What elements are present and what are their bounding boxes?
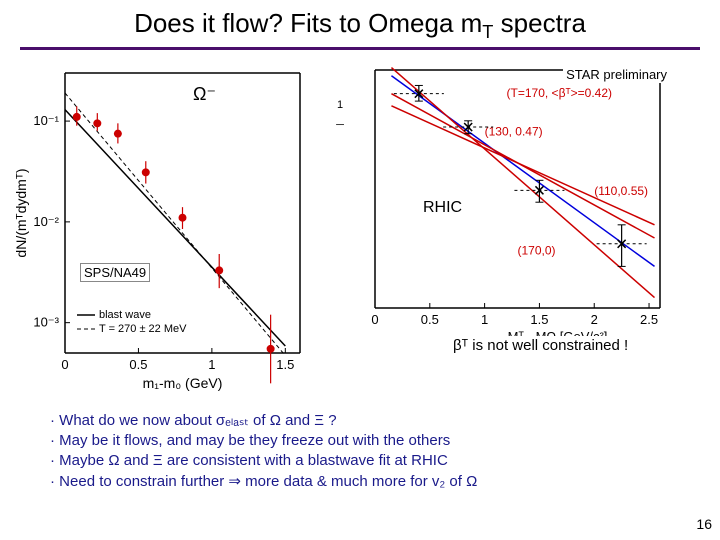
svg-text:10⁻²: 10⁻²: [33, 214, 59, 229]
rhic-label: RHIC: [420, 198, 465, 218]
svg-text:T = 270 ± 22 MeV: T = 270 ± 22 MeV: [99, 323, 187, 335]
svg-text:10⁻³: 10⁻³: [33, 315, 59, 330]
svg-text:dN/(mᵀdydmᵀ): dN/(mᵀdydmᵀ): [13, 169, 29, 258]
svg-text:0.5: 0.5: [129, 357, 147, 372]
page-number: 16: [696, 516, 712, 532]
svg-text:0: 0: [61, 357, 68, 372]
svg-text:10⁻¹: 10⁻¹: [33, 113, 59, 128]
constraint-label: βᵀ is not well constrained !: [450, 336, 631, 355]
svg-text:1: 1: [481, 312, 488, 327]
svg-text:m₁-m₀ (GeV): m₁-m₀ (GeV): [143, 375, 223, 391]
svg-text:blast wave: blast wave: [99, 309, 151, 321]
svg-text:(110,0.55): (110,0.55): [594, 184, 648, 198]
svg-text:1: 1: [208, 357, 215, 372]
svg-text:0.5: 0.5: [421, 312, 439, 327]
svg-text:─: ─: [335, 119, 344, 131]
list-item: Maybe Ω and Ξ are consistent with a blas…: [50, 452, 670, 469]
list-item: Need to constrain further ⇒ more data & …: [50, 472, 670, 490]
left-chart: 0 0.5 1 1.5 10⁻³ 10⁻² 10⁻¹ m₁-m₀ (GeV) dN/(mᵀdyd…: [10, 58, 310, 398]
svg-text:1.5: 1.5: [276, 357, 294, 372]
svg-text:(130, 0.47): (130, 0.47): [485, 124, 543, 138]
omega-label: Ω⁻: [190, 83, 219, 106]
star-label: STAR preliminary: [563, 66, 670, 83]
svg-text:2.5: 2.5: [640, 312, 658, 327]
svg-text:2: 2: [591, 312, 598, 327]
list-item: What do we now about σₑₗₐₛₜ of Ω and Ξ ?: [50, 411, 670, 429]
svg-text:1: 1: [337, 99, 343, 111]
title-underline: [20, 47, 700, 50]
right-chart: 00.511.522.5Mᵀ - MΩ [GeV/c²]1─(T=170, <β…: [320, 58, 700, 358]
svg-text:0: 0: [371, 312, 378, 327]
list-item: May be it flows, and may be they freeze …: [50, 432, 670, 449]
slide-title: Does it flow? Fits to Omega mT spectra: [0, 0, 720, 47]
svg-text:(T=170, <βᵀ>=0.42): (T=170, <βᵀ>=0.42): [507, 86, 613, 100]
bullet-list: What do we now about σₑₗₐₛₜ of Ω and Ξ ?…: [0, 398, 720, 490]
svg-text:(170,0): (170,0): [518, 243, 556, 257]
svg-text:1.5: 1.5: [530, 312, 548, 327]
sps-label: SPS/NA49: [80, 263, 150, 282]
